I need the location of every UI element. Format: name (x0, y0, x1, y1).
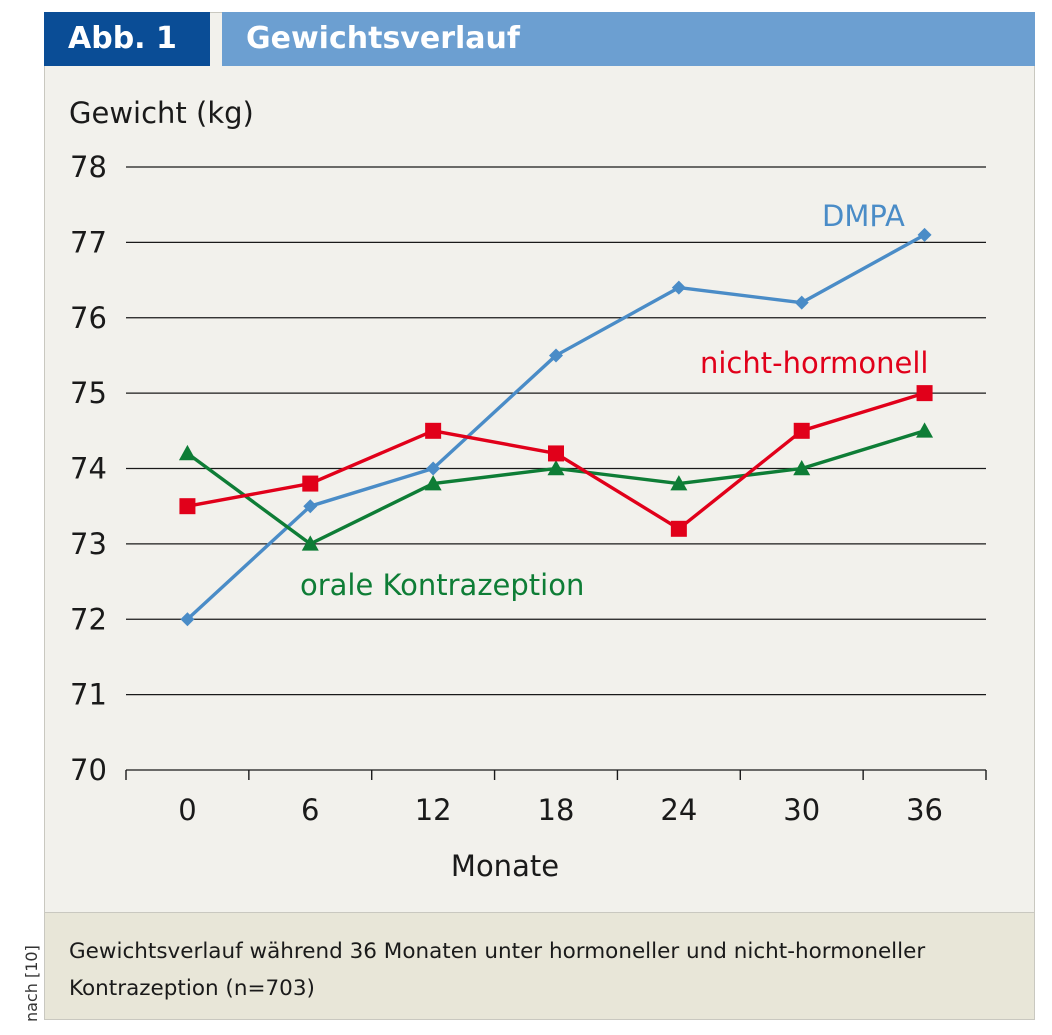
data-point-triangle (424, 475, 442, 491)
y-axis-title: Gewicht (kg) (69, 96, 254, 130)
data-point-diamond (917, 227, 932, 242)
x-axis (125, 770, 987, 780)
y-tick-label: 75 (70, 376, 107, 410)
x-axis-title: Monate (451, 849, 559, 883)
figure-title: Gewichtsverlauf (222, 12, 1035, 66)
data-point-triangle (793, 460, 811, 476)
data-point-triangle (178, 444, 196, 461)
data-point-square (425, 422, 442, 439)
y-tick-label: 74 (70, 452, 107, 486)
source-note: nach [10] (22, 945, 41, 1022)
x-tick-label: 30 (783, 793, 820, 827)
data-point-diamond (303, 499, 318, 514)
data-point-diamond (794, 295, 809, 310)
series-label-0: DMPA (822, 199, 905, 233)
data-point-triangle (916, 422, 934, 438)
x-tick-label: 24 (660, 793, 697, 827)
x-tick-label: 12 (415, 793, 452, 827)
data-point-diamond (426, 461, 441, 476)
figure-number-badge: Abb. 1 (44, 12, 210, 66)
y-tick-label: 70 (70, 753, 107, 787)
data-point-diamond (671, 280, 686, 295)
y-tick-label: 77 (70, 225, 107, 259)
y-tick-label: 73 (70, 527, 107, 561)
data-point-triangle (670, 475, 688, 491)
data-point-diamond (180, 612, 195, 627)
gridlines (126, 166, 986, 771)
data-point-square (670, 520, 687, 537)
data-point-square (179, 498, 196, 515)
x-tick-label: 6 (301, 793, 319, 827)
chart-labels: 70 71 72 73 74 75 76 77 78 0 6 12 18 24 30 36 Gewicht (k… (69, 96, 943, 883)
figure-frame (44, 12, 1035, 1020)
y-tick-label: 78 (70, 150, 107, 184)
x-tick-label: 0 (178, 793, 196, 827)
series-label-2: orale Kontrazeption (300, 568, 584, 602)
series-lines (178, 227, 934, 627)
figure-caption: Gewichtsverlauf während 36 Monaten unter… (45, 912, 1034, 1019)
y-tick-label: 76 (70, 301, 107, 335)
y-tick-label: 71 (70, 678, 107, 712)
y-tick-label: 72 (70, 602, 107, 636)
x-tick-label: 18 (538, 793, 575, 827)
data-point-square (916, 385, 933, 402)
data-point-square (548, 445, 564, 462)
x-tick-label: 36 (906, 793, 943, 827)
data-point-diamond (549, 348, 563, 363)
data-point-triangle (301, 535, 319, 551)
data-point-triangle (547, 460, 565, 476)
data-point-square (793, 422, 810, 439)
data-point-square (302, 475, 319, 492)
series-label-1: nicht-hormonell (700, 346, 928, 380)
